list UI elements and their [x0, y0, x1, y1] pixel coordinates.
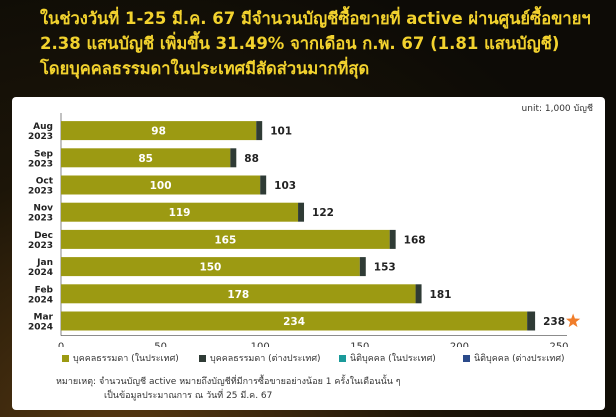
- y-tick-label-month: Jan: [36, 258, 53, 268]
- footnote-line-2: เป็นข้อมูลประมาณการ ณ วันที่ 25 มี.ค. 67: [104, 391, 273, 401]
- unit-label: unit: 1,000 บัญชี: [521, 104, 593, 114]
- bar-segment-series-0: [61, 257, 360, 277]
- bar-segment-series-1: [415, 284, 422, 304]
- y-tick-label-month: Sep: [34, 149, 54, 159]
- legend-item-1: บุคคลธรรมดา (ต่างประเทศ): [199, 351, 321, 365]
- legend-label: บุคคลธรรมดา (ต่างประเทศ): [210, 354, 321, 364]
- bar-segment-series-1: [256, 121, 263, 141]
- legend-label: บุคคลธรรมดา (ในประเทศ): [73, 354, 179, 364]
- bar-data-label: 119: [169, 207, 191, 219]
- x-tick-label: 0: [58, 342, 64, 347]
- bar-data-label: 165: [214, 234, 236, 246]
- headline-line-2: 2.38 แสนบัญชี เพิ่มขึ้น 31.49% จากเดือน …: [40, 34, 560, 53]
- y-tick-label-year: 2023: [28, 187, 53, 197]
- headline-line-3: โดยบุคคลธรรมดาในประเทศมีสัดส่วนมากที่สุด: [40, 59, 370, 78]
- legend-item-2: นิติบุคคล (ในประเทศ): [339, 351, 436, 365]
- legend-swatch: [62, 355, 69, 362]
- y-tick-label-year: 2023: [28, 159, 53, 169]
- bar-data-label: 150: [199, 262, 221, 274]
- chart-panel: unit: 1,000 บัญชี 050100150200250Aug2023…: [12, 97, 605, 410]
- bar-data-label: 98: [151, 126, 166, 138]
- y-tick-label-year: 2023: [28, 132, 53, 142]
- legend: บุคคลธรรมดา (ในประเทศ) บุคคลธรรมดา (ต่างป…: [12, 351, 605, 365]
- bar-segment-series-1: [230, 148, 237, 168]
- bar-segment-series-0: [61, 148, 231, 168]
- legend-item-3: นิติบุคคล (ต่างประเทศ): [463, 351, 565, 365]
- bar-data-label: 178: [227, 289, 249, 301]
- bar-total-label: 122: [312, 207, 334, 219]
- bar-total-label: 101: [270, 126, 292, 138]
- bar-total-label: 168: [404, 234, 426, 246]
- headline-line-1: ในช่วงวันที่ 1-25 มี.ค. 67 มีจำนวนบัญชีซ…: [40, 9, 591, 28]
- legend-swatch: [339, 355, 346, 362]
- y-tick-label-month: Aug: [33, 122, 53, 132]
- bar-data-label: 85: [138, 153, 153, 165]
- headline: ในช่วงวันที่ 1-25 มี.ค. 67 มีจำนวนบัญชีซ…: [40, 6, 610, 81]
- bar-segment-series-1: [359, 257, 366, 277]
- legend-swatch: [463, 355, 470, 362]
- x-tick-label: 100: [251, 342, 270, 347]
- y-tick-label-year: 2024: [28, 323, 53, 333]
- x-tick-label: 150: [350, 342, 369, 347]
- y-tick-label-year: 2024: [28, 268, 53, 278]
- y-tick-label-year: 2023: [28, 214, 53, 224]
- bar-segment-series-0: [61, 229, 390, 249]
- bar-chart: 050100150200250Aug202398101Sep20238588Oc…: [28, 113, 581, 347]
- bar-data-label: 100: [150, 180, 172, 192]
- legend-swatch: [199, 355, 206, 362]
- footnote-line-1: หมายเหตุ: จำนวนบัญชี active หมายถึงบัญชี…: [56, 377, 401, 387]
- bar-segment-series-1: [389, 229, 396, 249]
- bar-total-label: 238: [543, 316, 565, 328]
- bar-segment-series-0: [61, 284, 416, 304]
- y-tick-label-month: Oct: [36, 177, 54, 187]
- x-tick-label: 250: [549, 342, 568, 347]
- star-icon: [566, 313, 581, 328]
- y-tick-label-month: Feb: [35, 285, 54, 295]
- bar-total-label: 153: [374, 262, 396, 274]
- legend-label: นิติบุคคล (ในประเทศ): [350, 354, 436, 364]
- bar-segment-series-0: [61, 121, 257, 141]
- y-tick-label-month: Dec: [34, 231, 53, 241]
- y-tick-label-year: 2024: [28, 295, 53, 305]
- bar-segment-series-1: [260, 175, 267, 195]
- legend-item-0: บุคคลธรรมดา (ในประเทศ): [62, 351, 179, 365]
- y-tick-label-month: Mar: [34, 313, 54, 323]
- bar-total-label: 88: [244, 153, 259, 165]
- bar-total-label: 103: [274, 180, 296, 192]
- y-tick-label-year: 2023: [28, 241, 53, 251]
- legend-label: นิติบุคคล (ต่างประเทศ): [474, 354, 565, 364]
- bar-segment-series-0: [61, 175, 261, 195]
- footnote: หมายเหตุ: จำนวนบัญชี active หมายถึงบัญชี…: [56, 375, 401, 403]
- bar-segment-series-1: [298, 202, 305, 222]
- bar-segment-series-0: [61, 202, 299, 222]
- x-tick-label: 200: [450, 342, 469, 347]
- y-tick-label-month: Nov: [33, 204, 53, 214]
- bar-total-label: 181: [430, 289, 452, 301]
- bar-segment-series-1: [527, 311, 536, 331]
- x-tick-label: 50: [154, 342, 167, 347]
- bar-segment-series-0: [61, 311, 528, 331]
- bar-data-label: 234: [283, 316, 305, 328]
